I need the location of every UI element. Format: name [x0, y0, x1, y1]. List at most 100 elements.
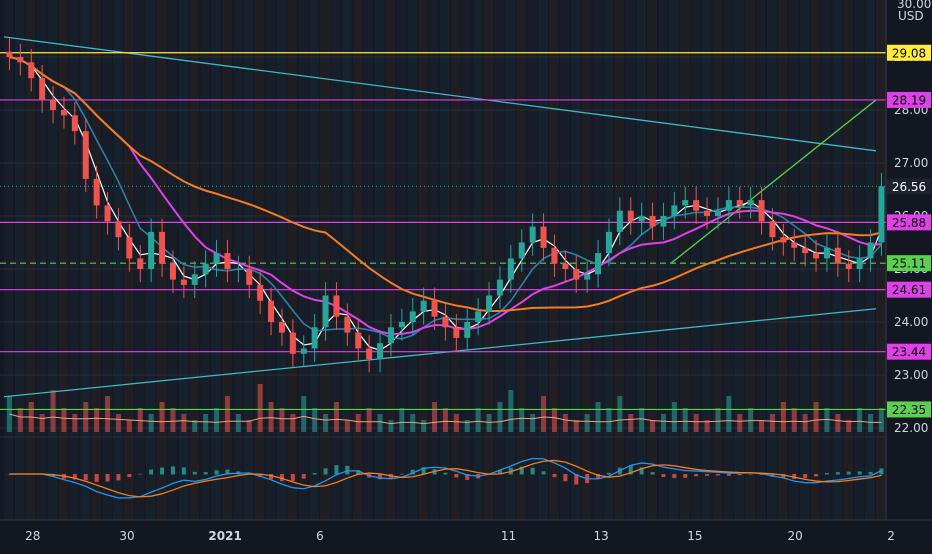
candle-body[interactable] — [333, 295, 340, 317]
candle-body[interactable] — [725, 200, 732, 211]
candle-body[interactable] — [518, 242, 525, 259]
candle-body[interactable] — [616, 210, 623, 232]
candle-body[interactable] — [747, 200, 754, 206]
candle-body[interactable] — [464, 322, 471, 338]
candle-body[interactable] — [627, 210, 634, 222]
candle-body[interactable] — [813, 253, 820, 259]
candle-body[interactable] — [529, 226, 536, 243]
candle-body[interactable] — [50, 99, 57, 110]
candle-body[interactable] — [268, 300, 275, 322]
candle-body[interactable] — [769, 221, 776, 238]
price-level-label: 25.11 — [892, 257, 926, 271]
macd-histogram-bar — [192, 471, 197, 475]
volume-bar — [595, 402, 601, 432]
candle-body[interactable] — [137, 258, 144, 269]
volume-bar — [639, 408, 645, 432]
candle-body[interactable] — [300, 348, 307, 354]
candle-body[interactable] — [475, 311, 482, 322]
candle-body[interactable] — [834, 247, 841, 264]
volume-bar — [693, 414, 699, 432]
candle-body[interactable] — [409, 311, 416, 322]
candle-body[interactable] — [496, 279, 503, 296]
candle-body[interactable] — [289, 332, 296, 354]
currency-label: USD — [898, 9, 924, 23]
candle-body[interactable] — [420, 300, 427, 312]
candle-body[interactable] — [235, 269, 242, 270]
candle-body[interactable] — [180, 279, 187, 285]
macd-histogram-bar — [334, 465, 339, 475]
candle-body[interactable] — [224, 253, 231, 269]
candle-body[interactable] — [311, 327, 318, 349]
session-stripe — [701, 0, 712, 520]
candle-body[interactable] — [442, 316, 449, 328]
volume-bar — [105, 396, 111, 432]
candle-body[interactable] — [355, 332, 362, 349]
candle-body[interactable] — [671, 205, 678, 216]
candle-body[interactable] — [551, 247, 558, 264]
candle-body[interactable] — [486, 295, 493, 312]
candle-body[interactable] — [845, 263, 852, 269]
candle-body[interactable] — [366, 348, 373, 360]
candle-body[interactable] — [693, 200, 700, 211]
candle-body[interactable] — [802, 247, 809, 254]
candle-body[interactable] — [431, 300, 438, 317]
candle-body[interactable] — [704, 210, 711, 216]
candle-body[interactable] — [638, 216, 645, 222]
candle-body[interactable] — [93, 178, 100, 206]
candle-body[interactable] — [115, 221, 122, 238]
candle-body[interactable] — [823, 247, 830, 259]
candle-body[interactable] — [714, 210, 721, 216]
candle-body[interactable] — [17, 57, 24, 63]
candle-body[interactable] — [377, 343, 384, 360]
candle-body[interactable] — [736, 200, 743, 206]
macd-histogram-bar — [639, 467, 644, 475]
price-level-label: 23.44 — [892, 345, 926, 359]
volume-bar — [377, 414, 383, 432]
candle-body[interactable] — [257, 284, 264, 301]
candle-body[interactable] — [191, 274, 198, 285]
candle-body[interactable] — [60, 110, 67, 116]
candle-body[interactable] — [758, 200, 765, 222]
candle-body[interactable] — [507, 258, 514, 280]
candle-body[interactable] — [202, 263, 209, 275]
candle-body[interactable] — [398, 322, 405, 328]
candle-body[interactable] — [159, 231, 166, 264]
candle-body[interactable] — [126, 237, 133, 259]
candle-body[interactable] — [71, 115, 78, 132]
candle-body[interactable] — [104, 205, 111, 222]
candle-body[interactable] — [791, 242, 798, 248]
candle-body[interactable] — [213, 253, 220, 264]
candle-body[interactable] — [856, 258, 863, 269]
candles[interactable] — [6, 38, 885, 373]
candle-body[interactable] — [344, 316, 351, 333]
candle-body[interactable] — [540, 226, 547, 248]
candle-body[interactable] — [82, 131, 89, 179]
candle-body[interactable] — [169, 263, 176, 280]
macd-histogram-bar — [269, 474, 274, 480]
candle-body[interactable] — [682, 200, 689, 206]
candle-body[interactable] — [28, 62, 35, 79]
candle-body[interactable] — [278, 322, 285, 333]
session-stripe — [58, 0, 69, 520]
candle-body[interactable] — [6, 51, 13, 57]
candle-body[interactable] — [148, 231, 155, 269]
candle-body[interactable] — [649, 216, 656, 227]
session-stripe — [80, 0, 91, 520]
candle-body[interactable] — [660, 216, 667, 227]
candle-body[interactable] — [322, 295, 329, 328]
candle-body[interactable] — [246, 269, 253, 285]
candle-body[interactable] — [573, 269, 580, 280]
session-stripe — [679, 0, 690, 520]
volume-bar — [846, 420, 852, 432]
candle-body[interactable] — [387, 327, 394, 344]
candle-body[interactable] — [595, 253, 602, 275]
candle-body[interactable] — [780, 237, 787, 243]
candle-body[interactable] — [605, 231, 612, 254]
candle-body[interactable] — [584, 274, 591, 280]
candle-body[interactable] — [562, 263, 569, 269]
candle-body[interactable] — [453, 327, 460, 338]
candle-body[interactable] — [39, 78, 46, 100]
candle-body[interactable] — [867, 242, 874, 259]
candle-body[interactable] — [878, 186, 885, 243]
